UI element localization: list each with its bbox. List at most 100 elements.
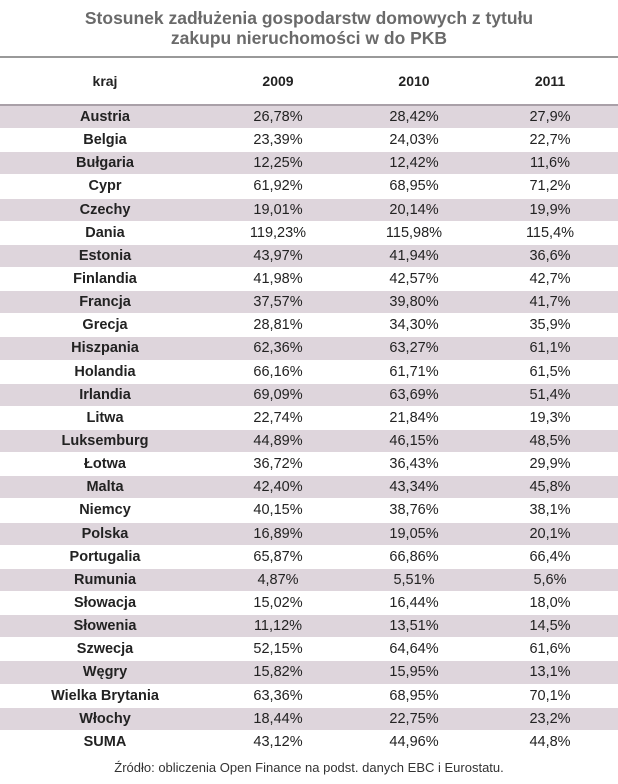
cell-country: Malta [86, 479, 124, 496]
cell-2011: 19,3% [529, 409, 571, 426]
cell-2009: 12,25% [253, 155, 303, 172]
table-row: Cypr 61,92% 68,95% 71,2% [0, 175, 618, 199]
table-row: Dania 119,23% 115,98% 115,4% [0, 222, 618, 245]
cell-2010: 15,95% [389, 664, 439, 681]
cell-country: Włochy [79, 710, 131, 727]
table-row: Irlandia 69,09% 63,69% 51,4% [0, 383, 618, 407]
source-note: Źródło: obliczenia Open Finance na podst… [114, 760, 504, 775]
cell-2009: 26,78% [253, 109, 303, 126]
table-row: Malta 42,40% 43,34% 45,8% [0, 476, 618, 500]
cell-2010: 63,27% [389, 340, 439, 357]
cell-country: Belgia [83, 132, 127, 149]
cell-country: Szwecja [76, 641, 134, 658]
cell-country: Słowenia [73, 618, 137, 635]
table-row: SUMA 43,12% 44,96% 44,8% [0, 731, 618, 754]
cell-2009: 43,12% [253, 733, 303, 750]
cell-2010: 115,98% [385, 224, 443, 241]
table-row: Polska 16,89% 19,05% 20,1% [0, 522, 618, 546]
cell-2009: 16,89% [253, 525, 303, 542]
cell-2010: 41,94% [389, 247, 439, 264]
cell-2009: 41,98% [253, 271, 303, 288]
cell-2009: 11,12% [253, 618, 303, 635]
header-2011: 2011 [534, 73, 566, 89]
table-row: Bułgaria 12,25% 12,42% 11,6% [0, 152, 618, 176]
cell-country: Luksemburg [61, 433, 149, 450]
cell-2010: 34,30% [389, 317, 439, 334]
cell-2011: 44,8% [529, 733, 571, 750]
cell-country: Niemcy [79, 502, 131, 519]
cell-2011: 51,4% [529, 386, 571, 403]
cell-2011: 29,9% [529, 456, 571, 473]
cell-country: Bułgaria [75, 155, 134, 172]
cell-2011: 23,2% [529, 710, 571, 727]
cell-country: Polska [81, 525, 129, 542]
cell-2011: 41,7% [529, 294, 571, 311]
table-row: Portugalia 65,87% 66,86% 66,4% [0, 546, 618, 569]
cell-2010: 63,69% [389, 386, 439, 403]
cell-2009: 37,57% [253, 294, 303, 311]
cell-2009: 22,74% [253, 409, 303, 426]
cell-2010: 21,84% [389, 409, 439, 426]
cell-country: Francja [79, 294, 131, 311]
cell-2011: 19,9% [529, 201, 571, 218]
table-row: Litwa 22,74% 21,84% 19,3% [0, 407, 618, 430]
table-row: Niemcy 40,15% 38,76% 38,1% [0, 499, 618, 523]
cell-2011: 13,1% [529, 664, 571, 681]
cell-2011: 115,4% [525, 224, 575, 241]
table-body: Austria 26,78% 28,42% 27,9% Belgia 23,39% 24,0… [0, 106, 618, 754]
table-row: Finlandia 41,98% 42,57% 42,7% [0, 268, 618, 292]
cell-country: Węgry [82, 664, 128, 681]
table-row: Włochy 18,44% 22,75% 23,2% [0, 707, 618, 731]
cell-2010: 39,80% [389, 294, 439, 311]
cell-2011: 61,1% [529, 340, 571, 357]
cell-2009: 119,23% [249, 224, 307, 241]
cell-2010: 24,03% [389, 132, 439, 149]
chart-title-line-2: zakupu nieruchomości w do PKB [170, 28, 448, 48]
table-row: Węgry 15,82% 15,95% 13,1% [0, 661, 618, 685]
data-table: kraj 2009 2010 2011 Austria 26,78% 28,42% 2… [0, 56, 618, 754]
cell-2010: 66,86% [389, 548, 439, 565]
cell-country: Czechy [79, 201, 131, 218]
cell-2011: 14,5% [529, 618, 571, 635]
cell-country: Grecja [82, 317, 128, 334]
cell-2011: 27,9% [529, 109, 571, 126]
cell-2011: 35,9% [529, 317, 571, 334]
table-row: Luksemburg 44,89% 46,15% 48,5% [0, 429, 618, 454]
cell-2009: 66,16% [253, 363, 303, 380]
cell-2011: 20,1% [529, 525, 571, 542]
cell-2010: 13,51% [389, 618, 439, 635]
cell-2009: 62,36% [253, 340, 303, 357]
table-row: Wielka Brytania 63,36% 68,95% 70,1% [0, 685, 618, 708]
cell-2009: 18,44% [253, 710, 303, 727]
cell-2009: 61,92% [253, 178, 303, 195]
cell-2011: 71,2% [529, 178, 571, 195]
cell-2010: 68,95% [389, 687, 439, 704]
cell-country: Estonia [78, 247, 132, 264]
cell-country: Wielka Brytania [51, 687, 159, 704]
cell-2010: 22,75% [389, 710, 439, 727]
cell-2010: 19,05% [389, 525, 439, 542]
cell-2011: 61,5% [529, 363, 571, 380]
table-header-row: kraj 2009 2010 2011 [0, 58, 618, 106]
cell-2011: 61,6% [529, 641, 571, 658]
table-row: Grecja 28,81% 34,30% 35,9% [0, 314, 618, 338]
header-kraj: kraj [92, 73, 118, 89]
cell-2009: 19,01% [253, 201, 303, 218]
cell-2011: 70,1% [529, 687, 571, 704]
cell-2010: 46,15% [389, 433, 439, 450]
cell-2010: 42,57% [389, 271, 439, 288]
header-2009: 2009 [262, 73, 294, 89]
cell-2009: 63,36% [253, 687, 303, 704]
cell-country: Finlandia [73, 271, 137, 288]
cell-2011: 45,8% [529, 479, 571, 496]
table-row: Łotwa 36,72% 36,43% 29,9% [0, 453, 618, 477]
cell-2011: 18,0% [529, 595, 571, 612]
cell-2010: 61,71% [389, 363, 439, 380]
table-row: Belgia 23,39% 24,03% 22,7% [0, 129, 618, 153]
cell-country: Dania [85, 224, 125, 241]
table-row: Austria 26,78% 28,42% 27,9% [0, 106, 618, 130]
cell-2010: 68,95% [389, 178, 439, 195]
cell-2010: 38,76% [389, 502, 439, 519]
cell-country: Łotwa [84, 456, 126, 473]
cell-2009: 23,39% [253, 132, 303, 149]
